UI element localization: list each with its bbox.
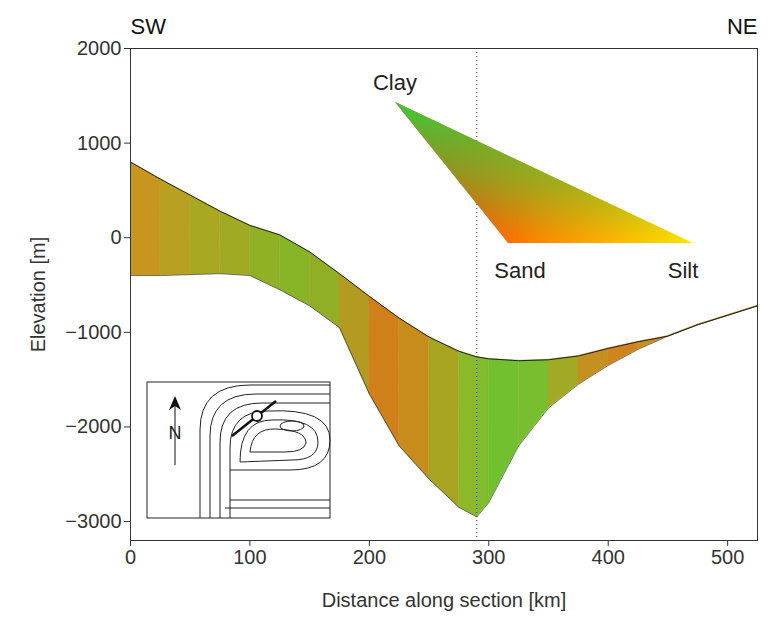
svg-text:100: 100 [233,546,266,568]
svg-text:0: 0 [110,226,121,248]
svg-text:0: 0 [125,546,136,568]
svg-text:1000: 1000 [77,132,122,154]
svg-text:−2000: −2000 [65,415,121,437]
svg-text:Distance along section [km]: Distance along section [km] [322,589,567,611]
svg-text:300: 300 [472,546,505,568]
svg-text:Sand: Sand [494,258,545,283]
svg-text:NE: NE [727,14,758,39]
svg-text:SW: SW [131,14,167,39]
svg-text:−3000: −3000 [65,510,121,532]
svg-text:N: N [169,423,182,443]
svg-text:2000: 2000 [77,37,122,59]
svg-text:200: 200 [353,546,386,568]
svg-text:500: 500 [711,546,744,568]
svg-text:Silt: Silt [668,258,699,283]
svg-text:Elevation [m]: Elevation [m] [27,237,49,353]
svg-text:400: 400 [592,546,625,568]
svg-text:Clay: Clay [373,70,417,95]
svg-text:−1000: −1000 [65,321,121,343]
